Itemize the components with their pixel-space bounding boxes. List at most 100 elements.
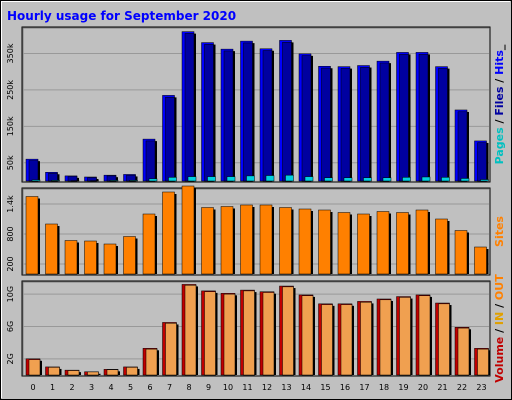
bar-in-19	[399, 297, 411, 376]
bar-pages-1	[51, 180, 60, 182]
bar-pages-5	[129, 180, 138, 182]
side-label-part: OUT	[493, 274, 506, 300]
bar-sites-17	[357, 213, 370, 275]
bar-in-2	[67, 370, 80, 376]
x-tick-label: 15	[320, 383, 330, 392]
bar-files-11	[243, 42, 253, 182]
bar-pages-8	[187, 176, 197, 182]
bar-pages-21	[441, 177, 450, 182]
bar-sites-2	[64, 240, 78, 275]
panel-pages-files-hits: 50k 150k 250k 350k Pages / Files / Hits_	[6, 26, 506, 183]
panel-sites: 200 800 1.4k Sites	[6, 185, 506, 276]
bar-files-17	[360, 67, 370, 182]
side-label-part: Hits	[493, 50, 506, 75]
bar-sites-6	[142, 213, 156, 275]
y-tick-label: 6G	[6, 321, 15, 332]
bar-sites-22	[454, 230, 468, 275]
bar-pages-20	[421, 176, 431, 182]
bar-pages-22	[460, 178, 470, 182]
bar-sites-7	[162, 191, 175, 275]
bar-sites-11	[240, 204, 253, 275]
side-label-part: Pages	[493, 127, 506, 165]
side-label-pages-files-hits: Pages / Files / Hits_	[493, 44, 506, 164]
x-tick-label: 10	[223, 383, 233, 392]
bar-in-0	[28, 359, 41, 376]
bar-files-12	[262, 50, 273, 182]
bar-sites-21	[435, 218, 448, 275]
x-tick-label: 7	[167, 383, 172, 392]
bar-in-10	[223, 293, 236, 376]
panel-plot-area	[21, 187, 491, 276]
x-tick-label: 11	[242, 383, 252, 392]
side-label-part: /	[493, 300, 506, 312]
bar-pages-16	[343, 177, 353, 182]
y-tick-label: 1.4k	[6, 195, 15, 213]
panel-volume: 2G 6G 10G Volume / IN / OUT	[6, 274, 506, 383]
y-tick-label: 350k	[6, 43, 15, 63]
bar-files-20	[418, 53, 429, 182]
y-tick-label: 250k	[6, 80, 15, 100]
bar-files-21	[438, 68, 448, 182]
side-label-part: /	[493, 116, 506, 128]
x-tick-label: 19	[398, 383, 408, 392]
bar-pages-12	[265, 175, 275, 182]
bar-in-1	[48, 367, 60, 376]
bar-in-8	[184, 284, 197, 376]
bar-sites-9	[201, 207, 214, 275]
bar-files-13	[282, 41, 292, 182]
bar-files-22	[457, 111, 468, 182]
bar-sites-8	[181, 185, 195, 275]
x-tick-label: 3	[89, 383, 94, 392]
bar-pages-11	[246, 175, 255, 182]
bar-pages-0	[31, 179, 41, 182]
bar-sites-20	[415, 209, 429, 275]
x-tick-label: 21	[437, 383, 447, 392]
bar-sites-18	[376, 211, 390, 275]
bar-pages-7	[168, 177, 177, 182]
bar-files-23	[477, 142, 487, 182]
bar-in-17	[360, 301, 372, 376]
bar-sites-10	[220, 206, 234, 275]
side-label-part: IN	[493, 312, 506, 325]
x-tick-label: 1	[50, 383, 55, 392]
bar-files-15	[321, 67, 331, 182]
bar-files-0	[28, 160, 39, 182]
side-label-part: Sites	[493, 216, 506, 247]
bar-files-1	[48, 173, 58, 182]
bar-in-11	[243, 290, 255, 376]
panel-plot-area	[21, 26, 491, 183]
x-tick-label: 14	[301, 383, 311, 392]
bar-pages-13	[285, 174, 294, 182]
bar-sites-5	[123, 236, 136, 275]
y-tick-label: 10G	[6, 286, 15, 302]
bar-files-16	[340, 68, 351, 182]
bar-files-2	[67, 176, 78, 182]
bar-pages-23	[480, 179, 489, 182]
y-tick-label: 150k	[6, 116, 15, 136]
x-tick-label: 5	[128, 383, 133, 392]
x-tick-label: 4	[108, 383, 113, 392]
bar-pages-19	[402, 177, 411, 182]
bar-in-20	[418, 295, 431, 376]
y-tick-label: 200	[6, 256, 15, 271]
bar-pages-6	[148, 178, 158, 182]
x-tick-label: 16	[340, 383, 350, 392]
bar-files-8	[184, 33, 195, 182]
bar-pages-14	[304, 176, 314, 182]
bar-pages-17	[363, 177, 372, 182]
bar-sites-4	[103, 243, 117, 275]
x-tick-label: 2	[69, 383, 74, 392]
x-tick-label: 13	[281, 383, 291, 392]
side-label-sites: Sites	[493, 216, 506, 247]
bar-sites-16	[337, 212, 351, 275]
bar-in-3	[87, 371, 99, 376]
x-tick-label: 9	[206, 383, 211, 392]
side-label-part: _	[493, 44, 506, 50]
bar-files-6	[145, 140, 156, 182]
bar-sites-0	[25, 196, 39, 275]
side-label-part: /	[493, 325, 506, 337]
bar-in-4	[106, 369, 119, 376]
bar-pages-10	[226, 176, 236, 182]
x-tick-label: 23	[476, 383, 486, 392]
